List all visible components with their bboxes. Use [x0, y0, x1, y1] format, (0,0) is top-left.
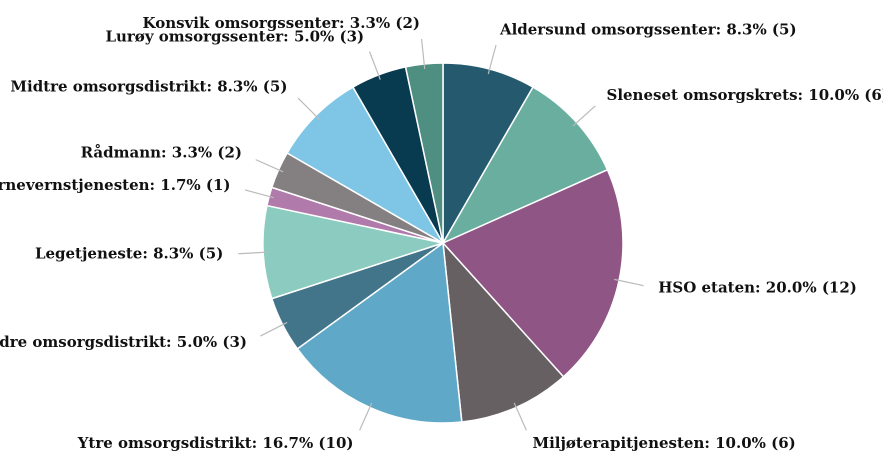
slice-label: Konsvik omsorgssenter: 3.3% (2)	[143, 14, 421, 32]
leader-line	[614, 278, 644, 287]
slice-label: Lurøy omsorgssenter: 5.0% (3)	[105, 28, 364, 46]
leader-line	[244, 189, 275, 199]
leader-line	[255, 159, 284, 173]
slice-label: Midtre omsorgsdistrikt: 8.3% (5)	[10, 77, 287, 95]
slice-label: Indre omsorgsdistrikt: 5.0% (3)	[0, 333, 247, 351]
slice-label: Barnevernstjenesten: 1.7% (1)	[0, 176, 230, 194]
slice-label: HSO etaten: 20.0% (12)	[658, 279, 857, 297]
slice-label: Ytre omsorgsdistrikt: 16.7% (10)	[77, 434, 354, 452]
leader-line	[297, 97, 320, 120]
slice-label: Aldersund omsorgssenter: 8.3% (5)	[499, 20, 797, 38]
slice-label: Rådmann: 3.3% (2)	[81, 144, 242, 162]
leader-line	[487, 44, 497, 75]
leader-line	[572, 105, 596, 127]
leader-line	[368, 51, 381, 80]
leader-line	[513, 402, 527, 431]
slice-label: Sleneset omsorgskrets: 10.0% (6)	[606, 86, 883, 104]
leader-line	[238, 251, 269, 255]
slice-label: Legetjeneste: 8.3% (5)	[35, 245, 223, 263]
leader-line	[420, 39, 426, 70]
leader-line	[359, 402, 373, 431]
leader-line	[260, 321, 288, 337]
slice-label: Miljøterapitjenesten: 10.0% (6)	[532, 434, 795, 452]
